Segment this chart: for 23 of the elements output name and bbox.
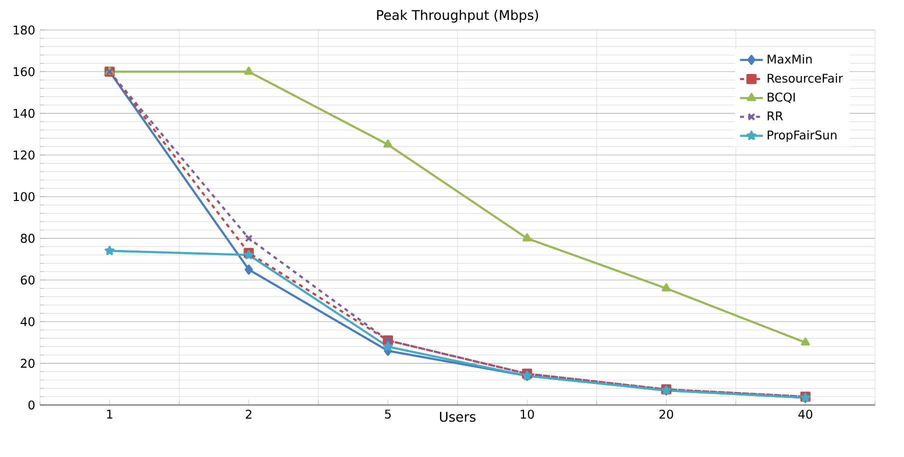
legend-label: PropFairSun bbox=[768, 130, 836, 142]
x-tick-label: 40 bbox=[798, 410, 812, 419]
x-tick-label: 10 bbox=[520, 410, 534, 419]
legend-label: BCQI bbox=[768, 92, 795, 104]
chart-title: Peak Throughput (Mbps) bbox=[377, 10, 538, 23]
y-tick-label: 140 bbox=[14, 108, 34, 118]
legend-label: ResourceFair bbox=[768, 73, 844, 83]
y-tick-label: 80 bbox=[20, 234, 35, 243]
y-tick-label: 0 bbox=[28, 400, 35, 410]
y-tick-label: 20 bbox=[20, 358, 35, 368]
y-tick-label: 180 bbox=[14, 25, 34, 35]
x-tick-label: 20 bbox=[659, 410, 674, 419]
y-tick-label: 60 bbox=[20, 275, 35, 285]
x-tick-label: 1 bbox=[107, 410, 112, 418]
y-tick-label: 100 bbox=[14, 192, 34, 202]
y-tick-label: 40 bbox=[20, 317, 35, 326]
legend-label: MaxMin bbox=[768, 54, 812, 64]
x-axis-title: Users bbox=[440, 412, 476, 422]
y-tick-label: 160 bbox=[14, 67, 34, 76]
x-tick-label: 5 bbox=[385, 410, 391, 419]
y-tick-label: 120 bbox=[14, 150, 34, 160]
legend-label: RR bbox=[768, 111, 783, 120]
x-tick-label: 2 bbox=[246, 410, 252, 419]
